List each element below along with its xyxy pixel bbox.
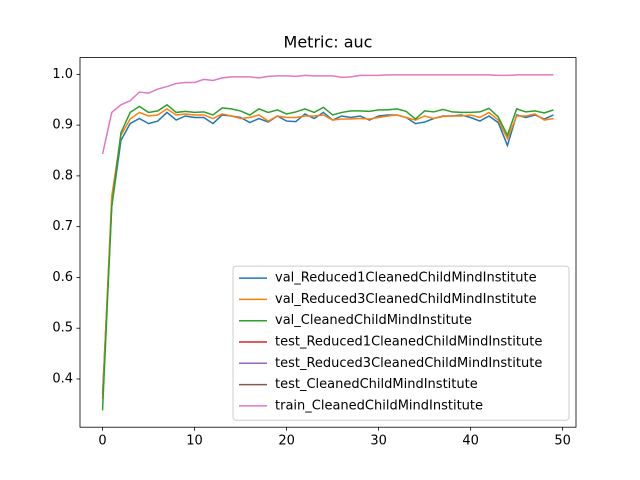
line bbox=[101, 103, 554, 411]
y-tick-label: 0.5 bbox=[52, 321, 73, 336]
line bbox=[101, 111, 554, 395]
legend-box bbox=[232, 265, 570, 421]
x-tick-label: 30 bbox=[370, 434, 387, 449]
legend-label: val_Reduced1CleanedChildMindInstitute bbox=[275, 271, 537, 286]
legend-label: val_CleanedChildMindInstitute bbox=[275, 313, 472, 328]
legend-label: val_Reduced3CleanedChildMindInstitute bbox=[275, 292, 537, 307]
legend: val_Reduced1CleanedChildMindInstituteval… bbox=[232, 265, 570, 421]
x-tick-label: 0 bbox=[98, 434, 106, 449]
axes-frame bbox=[79, 57, 577, 428]
line bbox=[101, 107, 554, 400]
legend-label: test_Reduced3CleanedChildMindInstitute bbox=[275, 356, 542, 371]
x-tick-label: 10 bbox=[186, 434, 203, 449]
x-tick-label: 40 bbox=[462, 434, 479, 449]
chart-title: Metric: auc bbox=[284, 33, 373, 52]
y-tick-label: 1.0 bbox=[52, 67, 73, 82]
y-tick-label: 0.9 bbox=[52, 118, 73, 133]
legend-label: train_CleanedChildMindInstitute bbox=[275, 398, 483, 413]
y-tick-label: 0.6 bbox=[52, 270, 73, 285]
line bbox=[101, 74, 554, 155]
y-tick-label: 0.8 bbox=[52, 168, 73, 183]
x-tick-label: 20 bbox=[278, 434, 295, 449]
y-tick-label: 0.7 bbox=[52, 219, 73, 234]
legend-label: test_Reduced1CleanedChildMindInstitute bbox=[275, 335, 542, 350]
legend-label: test_CleanedChildMindInstitute bbox=[275, 377, 478, 392]
x-tick-label: 50 bbox=[554, 434, 571, 449]
y-tick-label: 0.4 bbox=[52, 371, 73, 386]
